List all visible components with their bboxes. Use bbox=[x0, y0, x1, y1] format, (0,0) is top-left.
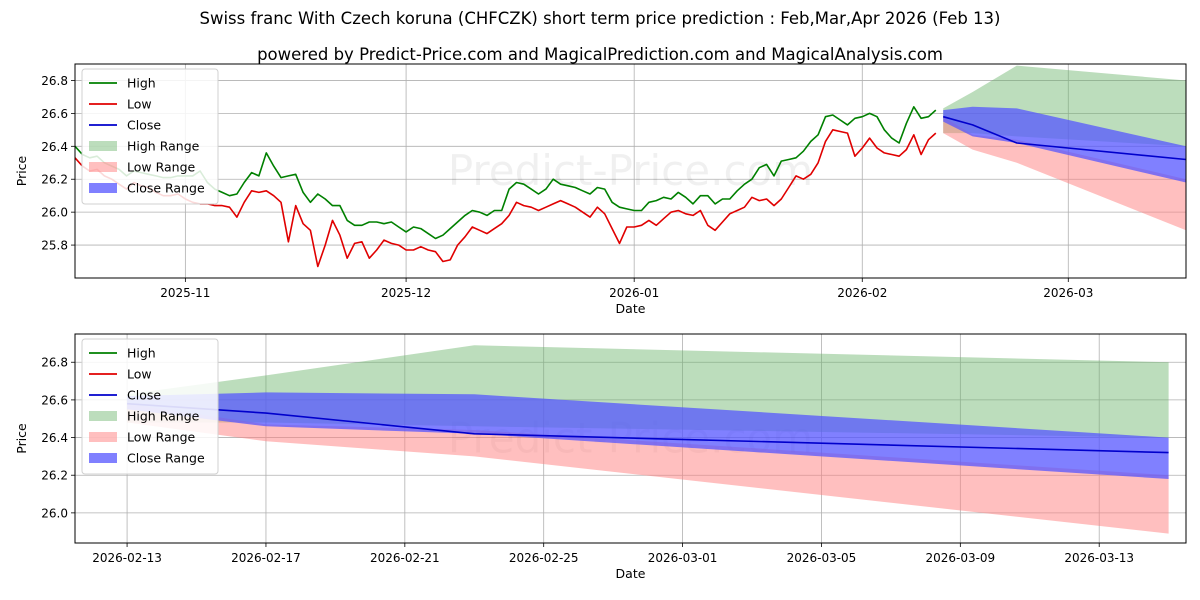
bottom-x-tick-label: 2026-02-21 bbox=[370, 551, 440, 565]
top-low-range-band bbox=[943, 116, 1186, 231]
top-legend-high-range-swatch bbox=[89, 141, 117, 151]
chart-title: Swiss franc With Czech koruna (CHFCZK) s… bbox=[199, 9, 1001, 28]
bottom-x-axis-label: Date bbox=[616, 566, 646, 581]
bottom-y-tick-label: 26.8 bbox=[41, 356, 68, 370]
bottom-x-tick-label: 2026-03-05 bbox=[787, 551, 857, 565]
bottom-x-tick-label: 2026-03-01 bbox=[648, 551, 718, 565]
bottom-legend-high-range-swatch bbox=[89, 411, 117, 421]
top-y-tick-label: 26.4 bbox=[41, 140, 68, 154]
bottom-chart-panel: Predict-Price.com2026-02-132026-02-17202… bbox=[14, 333, 1187, 581]
top-watermark: Predict-Price.com bbox=[448, 146, 813, 195]
top-chart-panel: Predict-Price.com 2025-11 2025-12 2026-01 20… bbox=[14, 63, 1187, 316]
bottom-y-axis-label: Price bbox=[14, 423, 29, 454]
bottom-legend-low-label: Low bbox=[127, 367, 152, 382]
bottom-x-tick-label: 2026-03-13 bbox=[1064, 551, 1134, 565]
top-y-axis-label: Price bbox=[14, 155, 29, 186]
bottom-legend-high-label: High bbox=[127, 346, 156, 361]
top-legend-close-label: Close bbox=[127, 118, 161, 133]
bottom-x-tick-label: 2026-02-17 bbox=[231, 551, 301, 565]
bottom-y-tick-label: 26.2 bbox=[41, 469, 68, 483]
bottom-x-tick-label: 2026-02-25 bbox=[509, 551, 579, 565]
bottom-y-tick-label: 26.6 bbox=[41, 393, 68, 407]
top-y-tick-label: 25.8 bbox=[41, 239, 68, 253]
top-x-tick-label: 2026-03 bbox=[1043, 286, 1093, 300]
chart-subtitle: powered by Predict-Price.com and Magical… bbox=[257, 45, 943, 64]
top-legend-close-range-swatch bbox=[89, 183, 117, 193]
bottom-legend-high-range-label: High Range bbox=[127, 409, 200, 424]
top-legend-low-range-label: Low Range bbox=[127, 160, 196, 175]
bottom-x-tick-label: 2026-02-13 bbox=[92, 551, 162, 565]
bottom-legend-low-range-swatch bbox=[89, 432, 117, 442]
top-legend-low-label: Low bbox=[127, 97, 152, 112]
top-y-tick-label: 26.6 bbox=[41, 107, 68, 121]
top-x-tick-label: 2025-11 bbox=[160, 286, 210, 300]
top-y-tick-label: 26.8 bbox=[41, 74, 68, 88]
top-x-axis-label: Date bbox=[616, 301, 646, 316]
top-y-tick-label: 26.0 bbox=[41, 206, 68, 220]
top-x-tick-label: 2026-01 bbox=[609, 286, 659, 300]
top-x-tick-label: 2025-12 bbox=[381, 286, 431, 300]
bottom-close-range-band bbox=[127, 392, 1169, 479]
top-axes-frame bbox=[74, 63, 1187, 279]
top-legend-high-range-label: High Range bbox=[127, 139, 200, 154]
top-close-line bbox=[942, 115, 1187, 161]
bottom-legend-close-label: Close bbox=[127, 388, 161, 403]
bottom-y-tick-label: 26.0 bbox=[41, 506, 68, 520]
bottom-x-tick-label: 2026-03-09 bbox=[925, 551, 995, 565]
bottom-legend-close-range-swatch bbox=[89, 453, 117, 463]
top-legend-low-range-swatch bbox=[89, 162, 117, 172]
bottom-low-range-band bbox=[127, 403, 1169, 534]
bottom-y-tick-label: 26.4 bbox=[41, 431, 68, 445]
top-low-line bbox=[74, 129, 937, 268]
bottom-legend-close-range-label: Close Range bbox=[127, 451, 205, 466]
top-legend-high-label: High bbox=[127, 76, 156, 91]
top-legend-close-range-label: Close Range bbox=[127, 181, 205, 196]
bottom-axes-frame bbox=[74, 333, 1187, 544]
top-y-tick-label: 26.2 bbox=[41, 173, 68, 187]
bottom-legend: High Low Close High Range Low Range Close Ran… bbox=[81, 338, 219, 475]
top-legend: High Low Close High Range Low Range Close Ran… bbox=[81, 68, 219, 205]
top-close-range-band bbox=[943, 106, 1186, 183]
bottom-legend-low-range-label: Low Range bbox=[127, 430, 196, 445]
top-x-tick-label: 2026-02 bbox=[837, 286, 887, 300]
